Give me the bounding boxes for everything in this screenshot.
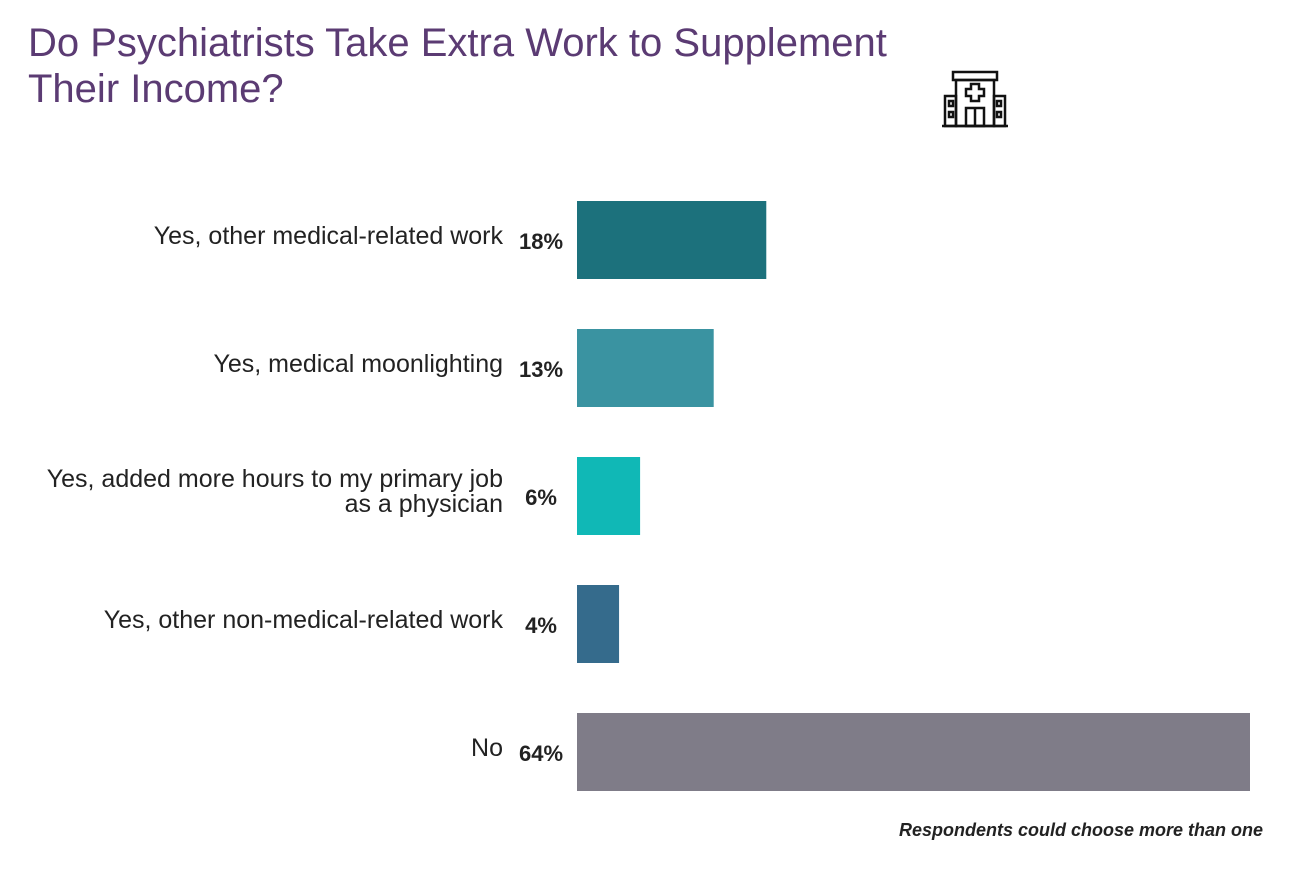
bar [577,713,1250,791]
category-label: Yes, other non-medical-related work [103,605,503,634]
bar [577,201,767,279]
category-label: Yes, other medical-related work [153,221,503,250]
bar [577,329,714,407]
value-label: 4% [525,613,557,638]
value-label: 6% [525,485,557,510]
value-label: 64% [518,741,564,766]
bar [577,457,641,535]
category-label: Yes, added more hours to my primary job … [46,465,503,518]
category-label: No [471,733,503,762]
footnote: Respondents could choose more than one [898,820,1263,840]
hospital-icon [942,70,1008,128]
bar [577,585,620,663]
value-label: 18% [518,229,564,254]
chart-title: Do Psychiatrists Take Extra Work to Supp… [28,21,887,111]
value-label: 13% [518,357,564,382]
category-label: Yes, medical moonlighting [213,349,503,378]
